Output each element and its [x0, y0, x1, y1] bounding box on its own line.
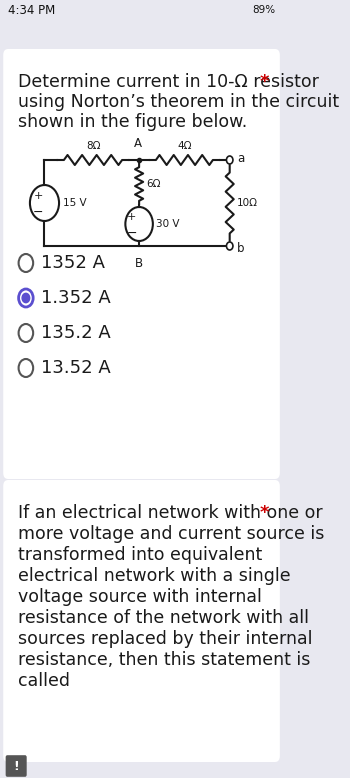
Text: b: b: [237, 241, 244, 254]
Text: shown in the figure below.: shown in the figure below.: [18, 113, 247, 131]
Text: using Norton’s theorem in the circuit: using Norton’s theorem in the circuit: [18, 93, 339, 111]
Text: 135.2 A: 135.2 A: [41, 324, 111, 342]
Text: electrical network with a single: electrical network with a single: [18, 567, 290, 585]
Text: 10Ω: 10Ω: [237, 198, 258, 208]
Circle shape: [22, 293, 30, 303]
FancyBboxPatch shape: [3, 49, 280, 479]
Text: resistance, then this statement is: resistance, then this statement is: [18, 651, 310, 669]
Text: a: a: [237, 152, 244, 164]
Text: more voltage and current source is: more voltage and current source is: [18, 525, 324, 543]
Text: *: *: [260, 73, 270, 91]
Text: +: +: [33, 191, 43, 201]
Text: !: !: [13, 759, 19, 773]
Text: Determine current in 10-Ω resistor: Determine current in 10-Ω resistor: [18, 73, 318, 91]
Text: +: +: [127, 212, 136, 222]
Text: 30 V: 30 V: [156, 219, 180, 229]
Text: A: A: [133, 137, 141, 150]
Text: 89%: 89%: [252, 5, 275, 15]
Text: 6Ω: 6Ω: [146, 179, 161, 189]
Text: 4:34 PM: 4:34 PM: [8, 3, 55, 16]
Text: −: −: [33, 205, 43, 219]
FancyBboxPatch shape: [6, 755, 27, 776]
Text: resistance of the network with all: resistance of the network with all: [18, 609, 309, 627]
Text: 4Ω: 4Ω: [177, 141, 192, 151]
Text: voltage source with internal: voltage source with internal: [18, 588, 262, 606]
Text: B: B: [135, 257, 143, 270]
Text: 1352 A: 1352 A: [41, 254, 105, 272]
Circle shape: [226, 156, 233, 164]
Text: called: called: [18, 672, 70, 690]
Text: 8Ω: 8Ω: [86, 141, 100, 151]
Text: *: *: [260, 504, 270, 522]
Text: 13.52 A: 13.52 A: [41, 359, 111, 377]
Text: 1.352 A: 1.352 A: [41, 289, 111, 307]
FancyBboxPatch shape: [3, 480, 280, 762]
Text: sources replaced by their internal: sources replaced by their internal: [18, 630, 312, 648]
Text: 15 V: 15 V: [63, 198, 87, 208]
Text: If an electrical network with one or: If an electrical network with one or: [18, 504, 322, 522]
Text: −: −: [127, 226, 137, 240]
Circle shape: [226, 242, 233, 250]
Text: transformed into equivalent: transformed into equivalent: [18, 546, 262, 564]
